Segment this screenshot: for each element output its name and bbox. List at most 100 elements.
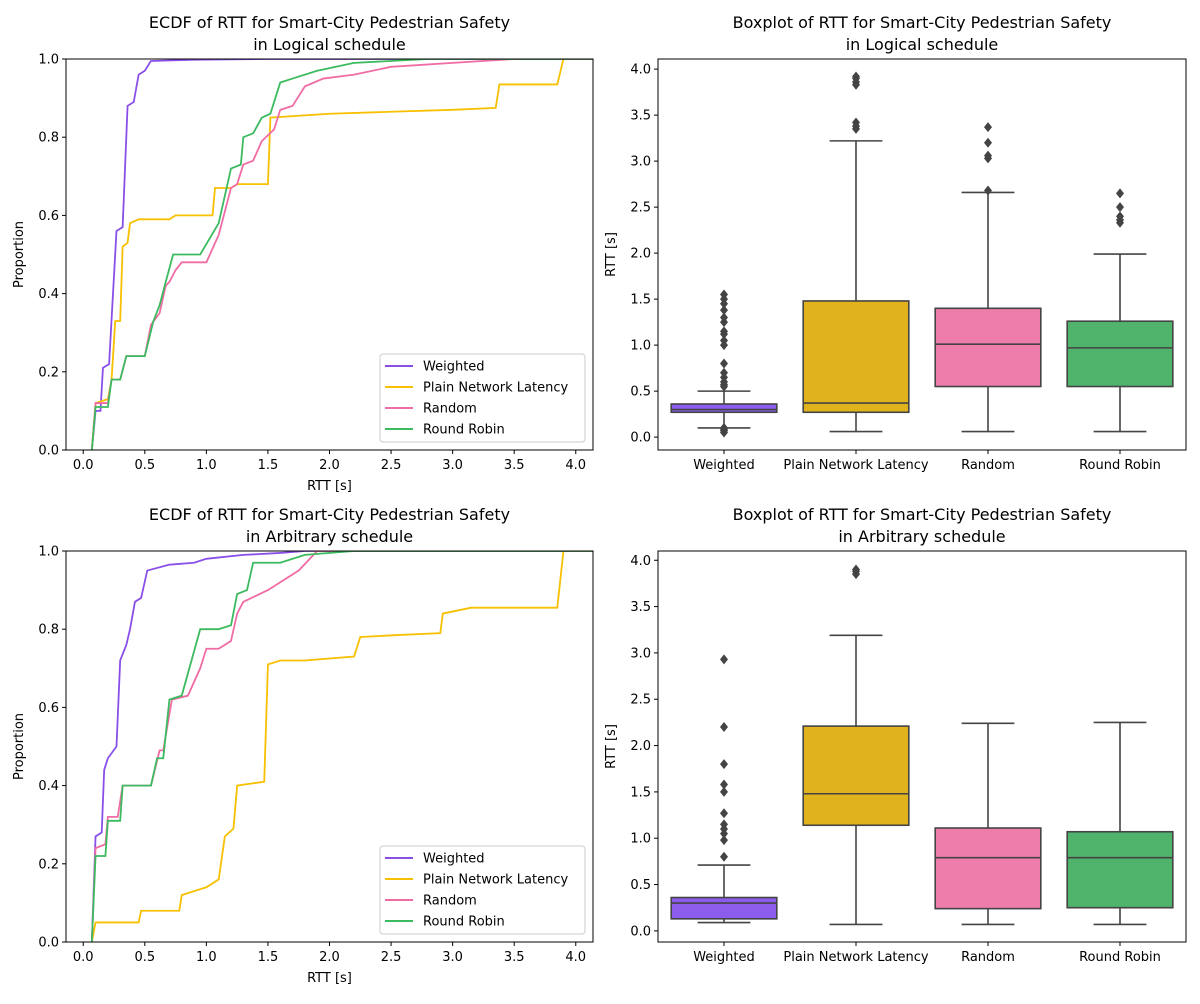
y-tick-label: 0.0 bbox=[38, 936, 59, 951]
outlier-point bbox=[720, 851, 728, 862]
box-random bbox=[934, 722, 1042, 926]
y-tick-label: 4.0 bbox=[630, 554, 651, 569]
iqr-box bbox=[1066, 830, 1174, 909]
legend-frame bbox=[379, 845, 586, 935]
outlier-point bbox=[720, 367, 728, 378]
y-tick-label: 3.0 bbox=[630, 646, 651, 661]
x-tick-label: 1.5 bbox=[258, 950, 279, 965]
box-random bbox=[934, 122, 1042, 433]
y-tick-label: 0.6 bbox=[38, 209, 59, 224]
outlier-point bbox=[720, 835, 728, 846]
outlier-point bbox=[720, 779, 728, 790]
x-tick-label: Random bbox=[961, 458, 1015, 473]
series-line-plain-network-latency bbox=[90, 551, 593, 942]
x-tick-label: Plain Network Latency bbox=[783, 458, 929, 473]
outlier-point bbox=[720, 358, 728, 369]
y-tick-label: 3.5 bbox=[630, 109, 651, 124]
y-tick-label: 0.8 bbox=[38, 623, 59, 638]
legend-label: Plain Network Latency bbox=[423, 381, 569, 396]
y-axis-label: RTT [s] bbox=[604, 724, 619, 769]
outlier-point bbox=[720, 786, 728, 797]
legend-label: Round Robin bbox=[423, 915, 505, 930]
subplot-4: Boxplot of RTT for Smart-City Pedestrian… bbox=[604, 505, 1187, 965]
y-axis-label: Proportion bbox=[12, 713, 27, 780]
x-tick-label: Round Robin bbox=[1079, 458, 1161, 473]
outlier-point bbox=[984, 137, 992, 148]
x-tick-label: 3.5 bbox=[504, 458, 525, 473]
box-plain-network-latency bbox=[802, 564, 910, 926]
chart-title: ECDF of RTT for Smart-City Pedestrian Sa… bbox=[149, 13, 510, 32]
y-tick-label: 1.0 bbox=[630, 832, 651, 847]
box-weighted bbox=[670, 289, 778, 438]
x-tick-label: Random bbox=[961, 950, 1015, 965]
y-tick-label: 1.0 bbox=[630, 339, 651, 354]
x-tick-label: 3.0 bbox=[442, 458, 463, 473]
outlier-point bbox=[984, 185, 992, 196]
legend-label: Round Robin bbox=[423, 423, 505, 438]
box-round-robin bbox=[1066, 721, 1174, 926]
box-round-robin bbox=[1066, 188, 1174, 433]
x-tick-label: Round Robin bbox=[1079, 950, 1161, 965]
x-tick-label: 2.0 bbox=[319, 950, 340, 965]
legend-frame bbox=[379, 353, 586, 443]
x-tick-label: 3.5 bbox=[504, 950, 525, 965]
outlier-point bbox=[720, 326, 728, 337]
outlier-point bbox=[720, 312, 728, 323]
x-tick-label: 3.0 bbox=[442, 950, 463, 965]
chart-title: ECDF of RTT for Smart-City Pedestrian Sa… bbox=[149, 505, 510, 524]
y-tick-label: 0.6 bbox=[38, 701, 59, 716]
outlier-point bbox=[720, 819, 728, 830]
y-tick-label: 3.5 bbox=[630, 600, 651, 615]
y-tick-label: 0.2 bbox=[38, 365, 59, 380]
series-line-plain-network-latency bbox=[90, 59, 593, 450]
series-line-weighted bbox=[90, 551, 593, 942]
chart-title: in Logical schedule bbox=[253, 35, 406, 54]
subplot-1: ECDF of RTT for Smart-City Pedestrian Sa… bbox=[12, 13, 594, 494]
outlier-point bbox=[720, 422, 728, 433]
x-axis-label: RTT [s] bbox=[307, 971, 352, 986]
chart-title: Boxplot of RTT for Smart-City Pedestrian… bbox=[733, 13, 1112, 32]
outlier-point bbox=[852, 117, 860, 128]
x-axis-label: RTT [s] bbox=[307, 479, 352, 494]
iqr-box bbox=[670, 896, 778, 920]
x-tick-label: 0.5 bbox=[134, 458, 155, 473]
chart-title: Boxplot of RTT for Smart-City Pedestrian… bbox=[733, 505, 1112, 524]
y-axis-label: Proportion bbox=[12, 221, 27, 288]
iqr-box bbox=[802, 300, 910, 414]
y-tick-label: 3.0 bbox=[630, 155, 651, 170]
box-plain-network-latency bbox=[802, 71, 910, 433]
y-tick-label: 0.0 bbox=[630, 924, 651, 939]
outlier-point bbox=[984, 122, 992, 133]
y-tick-label: 0.8 bbox=[38, 131, 59, 146]
legend-label: Random bbox=[423, 402, 477, 417]
y-tick-label: 2.0 bbox=[630, 247, 651, 262]
x-tick-label: 2.0 bbox=[319, 458, 340, 473]
outlier-point bbox=[852, 71, 860, 82]
x-tick-label: Weighted bbox=[693, 950, 755, 965]
y-tick-label: 0.5 bbox=[630, 878, 651, 893]
x-tick-label: 2.5 bbox=[381, 950, 402, 965]
outlier-point bbox=[720, 808, 728, 819]
y-tick-label: 1.5 bbox=[630, 293, 651, 308]
axes-frame bbox=[65, 550, 594, 943]
x-tick-label: 0.5 bbox=[134, 950, 155, 965]
subplot-3: ECDF of RTT for Smart-City Pedestrian Sa… bbox=[12, 505, 594, 986]
y-axis-label: RTT [s] bbox=[604, 232, 619, 277]
y-tick-label: 0.4 bbox=[38, 287, 59, 302]
legend-label: Random bbox=[423, 894, 477, 909]
series-line-weighted bbox=[90, 59, 593, 450]
y-tick-label: 1.0 bbox=[38, 545, 59, 560]
legend: Weighted Plain Network Latency Random Round… bbox=[379, 353, 586, 443]
y-tick-label: 1.5 bbox=[630, 785, 651, 800]
outlier-point bbox=[720, 759, 728, 770]
outlier-point bbox=[720, 289, 728, 300]
y-tick-label: 1.0 bbox=[38, 53, 59, 68]
y-tick-label: 4.0 bbox=[630, 63, 651, 78]
box-weighted bbox=[670, 654, 778, 924]
outlier-point bbox=[720, 722, 728, 733]
series-line-round-robin bbox=[90, 551, 593, 942]
x-tick-label: 0.0 bbox=[73, 950, 94, 965]
y-tick-label: 2.5 bbox=[630, 693, 651, 708]
series-line-random bbox=[90, 551, 593, 942]
